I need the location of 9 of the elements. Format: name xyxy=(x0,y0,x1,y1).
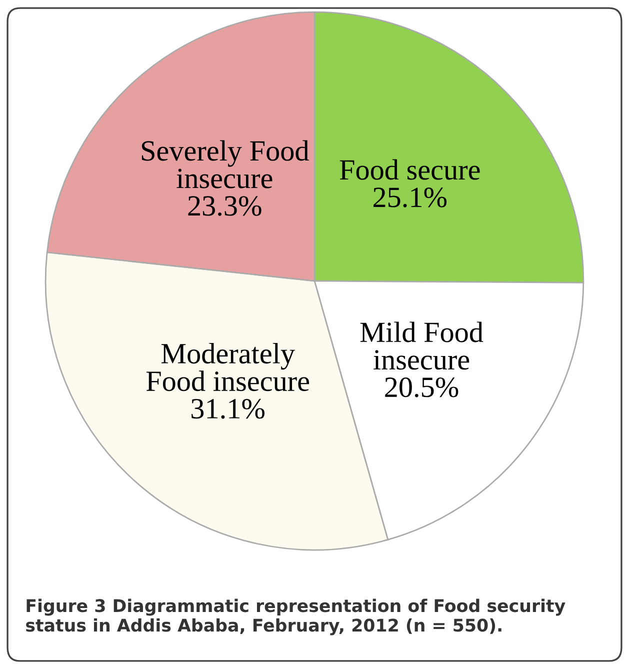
slice-label: Mild Food insecure xyxy=(360,322,484,370)
data-label: 20.5% xyxy=(385,377,458,398)
data-label: 23.3% xyxy=(188,196,262,216)
caption: Figure 3 Diagrammatic representation of Food security status in Addis Ababa, February, 2012 (n = 550). xyxy=(26,598,566,636)
slice-label: Severely Food insecure xyxy=(142,140,309,188)
data-label: 25.1% xyxy=(373,188,447,208)
data-label: 31.1% xyxy=(192,398,264,419)
slice-label: Moderately Food insecure xyxy=(146,343,310,392)
slice-label: Food secure xyxy=(340,159,480,180)
